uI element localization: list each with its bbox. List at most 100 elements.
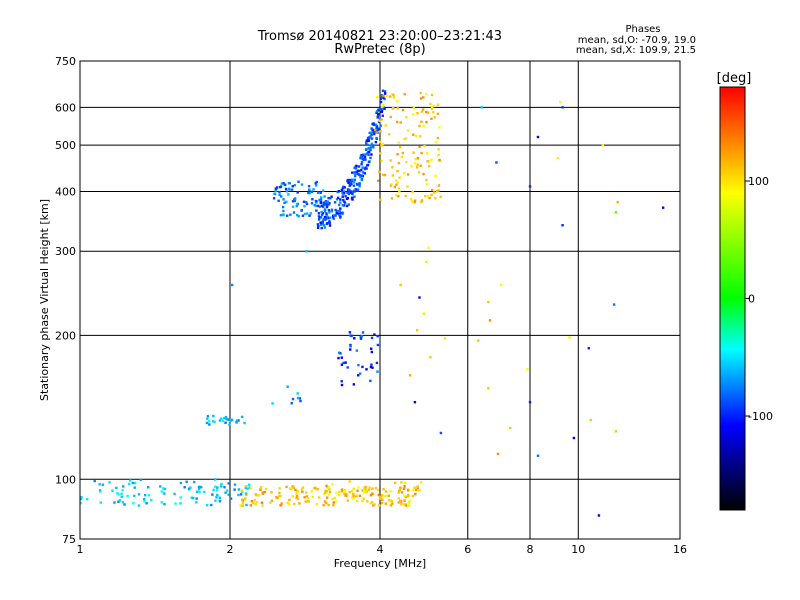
data-point [390,197,394,200]
data-point [123,503,126,506]
data-point [243,421,246,425]
data-point [325,212,328,215]
data-point [328,488,331,491]
data-point [372,132,376,136]
data-point [179,481,183,485]
data-point [227,493,230,496]
data-point [434,197,437,200]
data-point [425,120,428,124]
data-point [331,216,335,219]
data-point [291,485,294,488]
data-point [274,187,278,190]
data-point [349,181,352,184]
data-point [370,142,373,146]
data-point [367,153,370,157]
x-tick-label: 16 [673,543,687,556]
data-point [269,501,272,504]
data-point [120,495,123,498]
data-point [308,214,311,217]
data-point [556,156,560,160]
data-point [332,217,335,220]
data-point [239,504,242,507]
data-point [249,486,253,490]
data-point [361,499,364,502]
data-point [358,173,361,177]
data-point [568,336,571,339]
data-point [214,478,217,481]
data-point [146,486,150,489]
data-point [279,213,283,217]
data-point [254,493,257,496]
data-point [361,331,365,334]
data-point [376,112,380,116]
data-point [397,187,400,190]
data-point [413,486,416,489]
data-point [215,496,218,499]
data-point [422,124,425,128]
data-point [117,500,120,503]
data-point [332,501,335,504]
data-point [376,96,379,99]
data-point [127,482,131,486]
data-point [381,173,385,176]
data-point [259,485,263,489]
data-point [402,487,406,491]
data-point [357,165,361,168]
data-point [179,502,182,505]
data-point [379,130,382,133]
data-point [406,185,409,188]
data-point [241,504,244,507]
data-point [416,486,419,489]
data-point [434,174,437,178]
data-point [160,501,163,504]
data-point [383,173,387,177]
data-point [370,501,374,504]
data-point [614,211,618,214]
data-point [353,337,356,340]
data-point [355,170,358,173]
data-point [382,96,385,100]
data-point [278,487,281,490]
data-point [319,223,323,226]
data-point [384,502,387,505]
data-point [350,182,353,186]
data-point [413,400,417,404]
data-point [315,180,318,184]
data-point [414,492,417,496]
data-point [325,496,329,499]
data-point [208,420,211,423]
x-tick-label: 10 [571,543,585,556]
data-point [371,144,375,147]
data-point [351,492,355,495]
data-point [356,188,360,191]
data-point [320,204,324,208]
colorbar-label: [deg] [717,71,752,86]
data-point [251,501,255,505]
data-point [377,493,380,497]
data-point [293,502,296,506]
data-point [326,200,330,203]
data-point [277,199,280,203]
data-point [122,485,125,488]
data-point [316,223,320,226]
data-point [111,489,114,492]
data-point [367,136,370,139]
data-point [223,416,226,420]
data-point [356,374,360,377]
data-point [382,94,385,98]
data-point [291,184,294,188]
data-point [321,221,324,225]
data-point [383,107,386,111]
data-point [366,143,369,147]
data-point [426,111,430,114]
data-point [612,303,616,306]
data-point [424,260,428,264]
data-point [404,503,408,506]
data-point [295,204,298,208]
data-point [205,503,209,507]
data-point [316,488,319,491]
data-point [363,491,366,494]
y-tick-label: 500 [55,139,76,152]
data-point [380,109,384,112]
data-point [275,496,278,499]
